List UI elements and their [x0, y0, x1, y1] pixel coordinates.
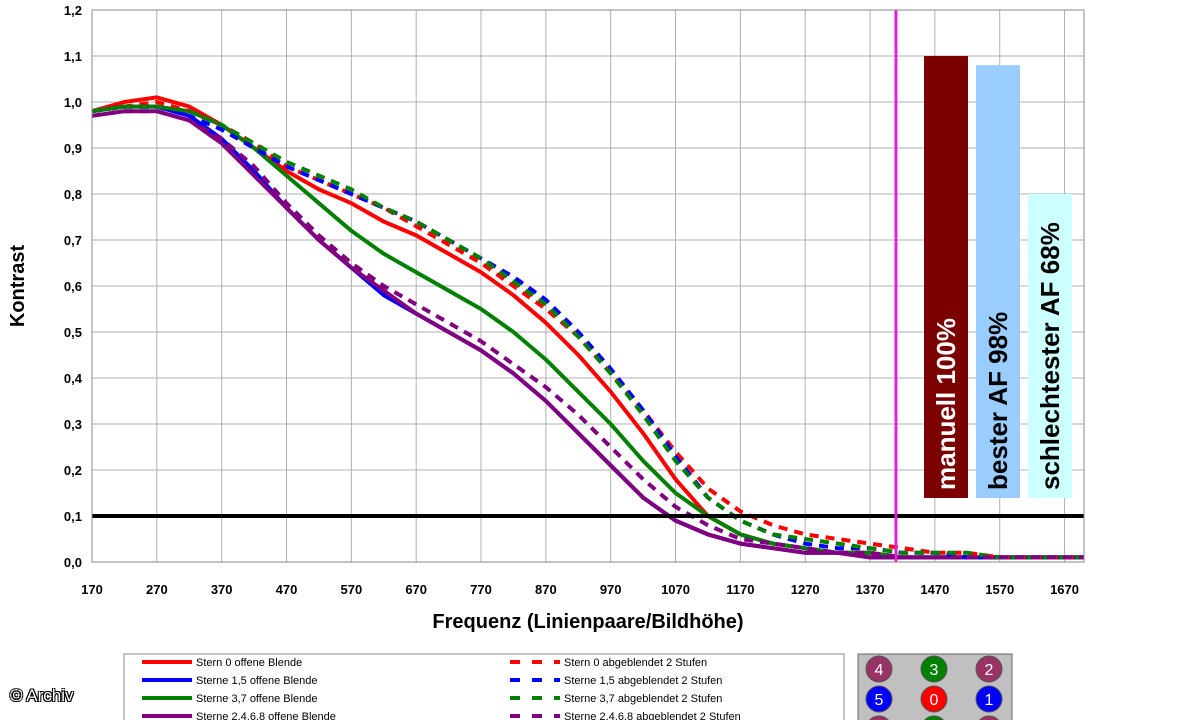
series-line: [91, 109, 1084, 560]
credit-text: © Archiv: [10, 686, 74, 705]
x-tick-label: 1070: [661, 582, 690, 597]
bar-label: bester AF 98%: [983, 312, 1013, 490]
y-tick-label: 0,6: [64, 279, 82, 294]
x-tick-label: 1670: [1050, 582, 1079, 597]
series-line: [91, 104, 1084, 560]
x-tick-label: 270: [146, 582, 168, 597]
legend-label: Sterne 1,5 abgeblendet 2 Stufen: [564, 675, 722, 687]
x-tick-label: 1170: [726, 582, 754, 597]
position-dot: [978, 715, 1000, 720]
x-tick-label: 1570: [985, 582, 1014, 597]
x-tick-label: 1270: [791, 582, 820, 597]
y-tick-labels: 0,0 0,1 0,2 0,3 0,4 0,5 0,6 0,7 0,8 0,9 1,0 1,1 1,2: [64, 3, 83, 570]
position-dot: [865, 685, 893, 713]
y-tick-label: 0,4: [64, 371, 83, 386]
bar: [976, 65, 1020, 498]
plot-frame: [91, 9, 1085, 563]
position-dot: [975, 685, 1003, 713]
position-dot-label: 2: [985, 662, 994, 679]
y-axis-label: Kontrast: [7, 245, 29, 328]
bars: manuell 100% bester AF 98% schlechtester A…: [924, 56, 1072, 498]
x-tick-label: 470: [276, 582, 298, 597]
reference-lines: [92, 10, 1084, 562]
legend: Stern 0 offene Blende Sterne 1,5 offene B…: [123, 653, 845, 720]
x-tick-label: 670: [405, 582, 427, 597]
position-dot-label: 3: [930, 662, 939, 679]
bar: [924, 56, 968, 498]
position-dot-label: 5: [875, 692, 884, 709]
x-tick-label: 570: [340, 582, 362, 597]
x-tick-label: 1470: [920, 582, 949, 597]
x-axis-label: Frequenz (Linienpaare/Bildhöhe): [432, 611, 743, 633]
y-tick-label: 0,9: [64, 141, 82, 156]
x-tick-label: 1370: [856, 582, 885, 597]
position-dot: [975, 655, 1003, 683]
y-tick-label: 1,1: [64, 49, 82, 64]
x-tick-label: 770: [470, 582, 492, 597]
y-tick-label: 0,2: [64, 463, 82, 478]
x-tick-label: 970: [600, 582, 622, 597]
position-dot: [868, 715, 890, 720]
y-tick-label: 0,7: [64, 233, 82, 248]
legend-label: Sterne 2,4,6,8 abgeblendet 2 Stufen: [564, 711, 741, 720]
legend-label: Sterne 2,4,6,8 offene Blende: [196, 711, 336, 720]
position-dot-label: 4: [875, 662, 884, 679]
bar: [1028, 194, 1072, 498]
x-tick-labels: 170 270 370 470 570 670 770 870 970 1070 1170 1270 1…: [81, 582, 1079, 597]
series-line: [91, 104, 1084, 560]
y-tick-label: 1,0: [64, 95, 82, 110]
series-line: [91, 109, 1084, 560]
bar-label: schlechtester AF 68%: [1035, 222, 1065, 490]
x-tick-label: 370: [211, 582, 233, 597]
y-tick-label: 1,2: [64, 3, 82, 18]
y-tick-label: 0,1: [64, 509, 82, 524]
legend-label: Sterne 1,5 offene Blende: [196, 675, 318, 687]
position-dot-label: 0: [930, 692, 939, 709]
position-grid: 4 3 2 5 0 1: [857, 653, 1013, 720]
position-dot: [920, 655, 948, 683]
position-dot: [865, 655, 893, 683]
position-dot: [920, 685, 948, 713]
bar-label: manuell 100%: [931, 318, 961, 490]
legend-label: Stern 0 offene Blende: [196, 657, 302, 669]
y-tick-label: 0,5: [64, 325, 82, 340]
position-dot-label: 1: [985, 692, 994, 709]
legend-label: Stern 0 abgeblendet 2 Stufen: [564, 657, 707, 669]
y-tick-label: 0,8: [64, 187, 82, 202]
y-tick-label: 0,0: [64, 555, 82, 570]
legend-box: [123, 653, 845, 720]
legend-label: Sterne 3,7 offene Blende: [196, 693, 318, 705]
x-tick-label: 170: [81, 582, 103, 597]
series-lines: [91, 95, 1084, 560]
legend-label: Sterne 3,7 abgeblendet 2 Stufen: [564, 693, 722, 705]
y-tick-label: 0,3: [64, 417, 82, 432]
x-tick-label: 870: [535, 582, 557, 597]
position-dot: [923, 715, 945, 720]
